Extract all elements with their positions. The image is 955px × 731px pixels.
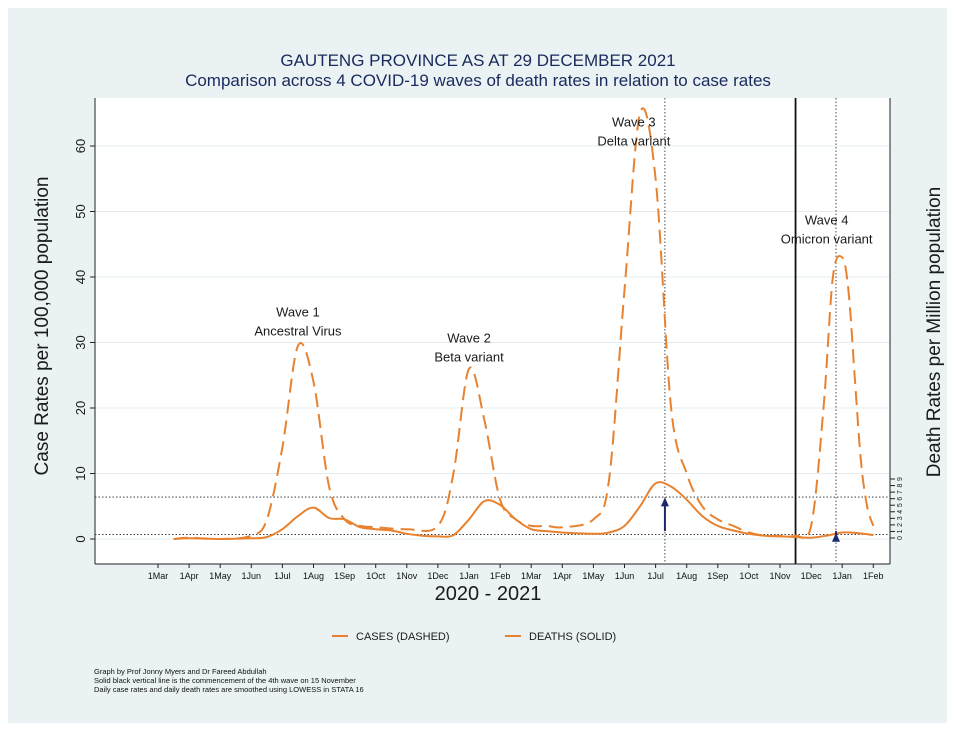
grid-lines [95, 145, 890, 540]
right-y-tick-label-0: 0 [897, 536, 904, 540]
right-y-tick-label-9: 9 [897, 477, 904, 481]
wave-label-3: Wave 3 [612, 114, 656, 129]
x-tick-label-21: 1Dec [801, 571, 823, 581]
x-tick-label-7: 1Oct [366, 571, 386, 581]
wave-label-2: Wave 2 [447, 331, 491, 346]
x-tick-label-20: 1Nov [769, 571, 791, 581]
x-tick-label-5: 1Aug [303, 571, 324, 581]
right-y-tick-label-6: 6 [897, 497, 904, 501]
chart-title: GAUTENG PROVINCE AS AT 29 DECEMBER 2021 [280, 51, 675, 70]
variant-label-4: Omicron variant [781, 232, 873, 247]
plot-area [95, 98, 890, 564]
x-tick-label-16: 1Jul [647, 571, 664, 581]
y-axis-label: Case Rates per 100,000 population [32, 177, 53, 476]
x-axis-ticks: 1Mar 1Apr 1May 1Jun 1Jul 1Aug 1Sep 1Oct 1Nov 1Dec… [95, 563, 890, 581]
wave-annotations: Wave 1 Ancestral Virus Wave 2 Beta variant W… [254, 114, 873, 364]
legend-label-cases: CASES (DASHED) [356, 631, 450, 643]
y-tick-label-1: 10 [73, 466, 88, 480]
x-tick-label-17: 1Aug [676, 571, 697, 581]
x-tick-label-11: 1Feb [490, 571, 511, 581]
arrow-head-1 [831, 532, 840, 542]
right-y-tick-label-7: 7 [897, 490, 904, 494]
x-tick-label-14: 1May [582, 571, 605, 581]
chart-frame: GAUTENG PROVINCE AS AT 29 DECEMBER 2021 … [8, 8, 947, 723]
wave-label-1: Wave 1 [276, 304, 320, 319]
y-tick-label-5: 50 [73, 204, 88, 218]
x-tick-label-6: 1Sep [334, 571, 355, 581]
y-axis-ticks: 0 10 20 30 40 50 60 [73, 98, 96, 564]
wave-label-4: Wave 4 [805, 213, 849, 228]
x-tick-label-3: 1Jun [242, 571, 262, 581]
covid-waves-chart: GAUTENG PROVINCE AS AT 29 DECEMBER 2021 … [32, 51, 945, 643]
arrows [660, 497, 840, 542]
x-tick-label-0: 1Mar [148, 571, 169, 581]
variant-label-2: Beta variant [434, 350, 504, 365]
x-tick-label-12: 1Mar [521, 571, 542, 581]
x-tick-label-8: 1Nov [396, 571, 418, 581]
note-vertical-line: Solid black vertical line is the commenc… [94, 676, 356, 685]
y-tick-label-4: 40 [73, 270, 88, 284]
x-tick-label-19: 1Oct [739, 571, 759, 581]
x-axis-label: 2020 - 2021 [435, 583, 542, 605]
right-y-tick-label-3: 3 [897, 516, 904, 520]
x-tick-label-10: 1Jan [459, 571, 479, 581]
x-tick-label-2: 1May [209, 571, 232, 581]
chart-subtitle: Comparison across 4 COVID-19 waves of de… [185, 71, 771, 90]
right-y-tick-label-1: 1 [897, 529, 904, 533]
x-tick-label-13: 1Apr [553, 571, 572, 581]
legend-label-deaths: DEATHS (SOLID) [529, 631, 616, 643]
right-y-axis-ticks: 0 1 2 3 4 5 6 7 8 9 [889, 98, 904, 564]
x-tick-label-4: 1Jul [274, 571, 291, 581]
variant-label-1: Ancestral Virus [254, 323, 342, 338]
y-tick-label-3: 30 [73, 335, 88, 349]
x-tick-label-15: 1Jun [615, 571, 635, 581]
right-y-tick-label-8: 8 [897, 484, 904, 488]
arrow-head-0 [660, 497, 669, 507]
right-y-tick-label-2: 2 [897, 523, 904, 527]
right-y-axis-label: Death Rates per Million population [924, 187, 945, 477]
note-author: Graph by Prof Jonny Myers and Dr Fareed … [94, 667, 267, 676]
right-y-tick-label-5: 5 [897, 503, 904, 507]
x-tick-label-23: 1Feb [863, 571, 884, 581]
x-tick-label-22: 1Jan [832, 571, 852, 581]
y-tick-label-6: 60 [73, 139, 88, 153]
legend: CASES (DASHED) DEATHS (SOLID) [332, 631, 616, 643]
x-tick-label-1: 1Apr [180, 571, 199, 581]
x-tick-label-9: 1Dec [427, 571, 449, 581]
deaths-line [173, 481, 874, 540]
y-tick-label-0: 0 [73, 535, 88, 542]
variant-label-3: Delta variant [597, 133, 670, 148]
cases-line [173, 107, 875, 541]
note-smoothing: Daily case rates and daily death rates a… [94, 685, 364, 694]
series-lines [173, 107, 875, 541]
y-tick-label-2: 20 [73, 401, 88, 415]
x-tick-label-18: 1Sep [707, 571, 728, 581]
right-y-tick-label-4: 4 [897, 510, 904, 514]
